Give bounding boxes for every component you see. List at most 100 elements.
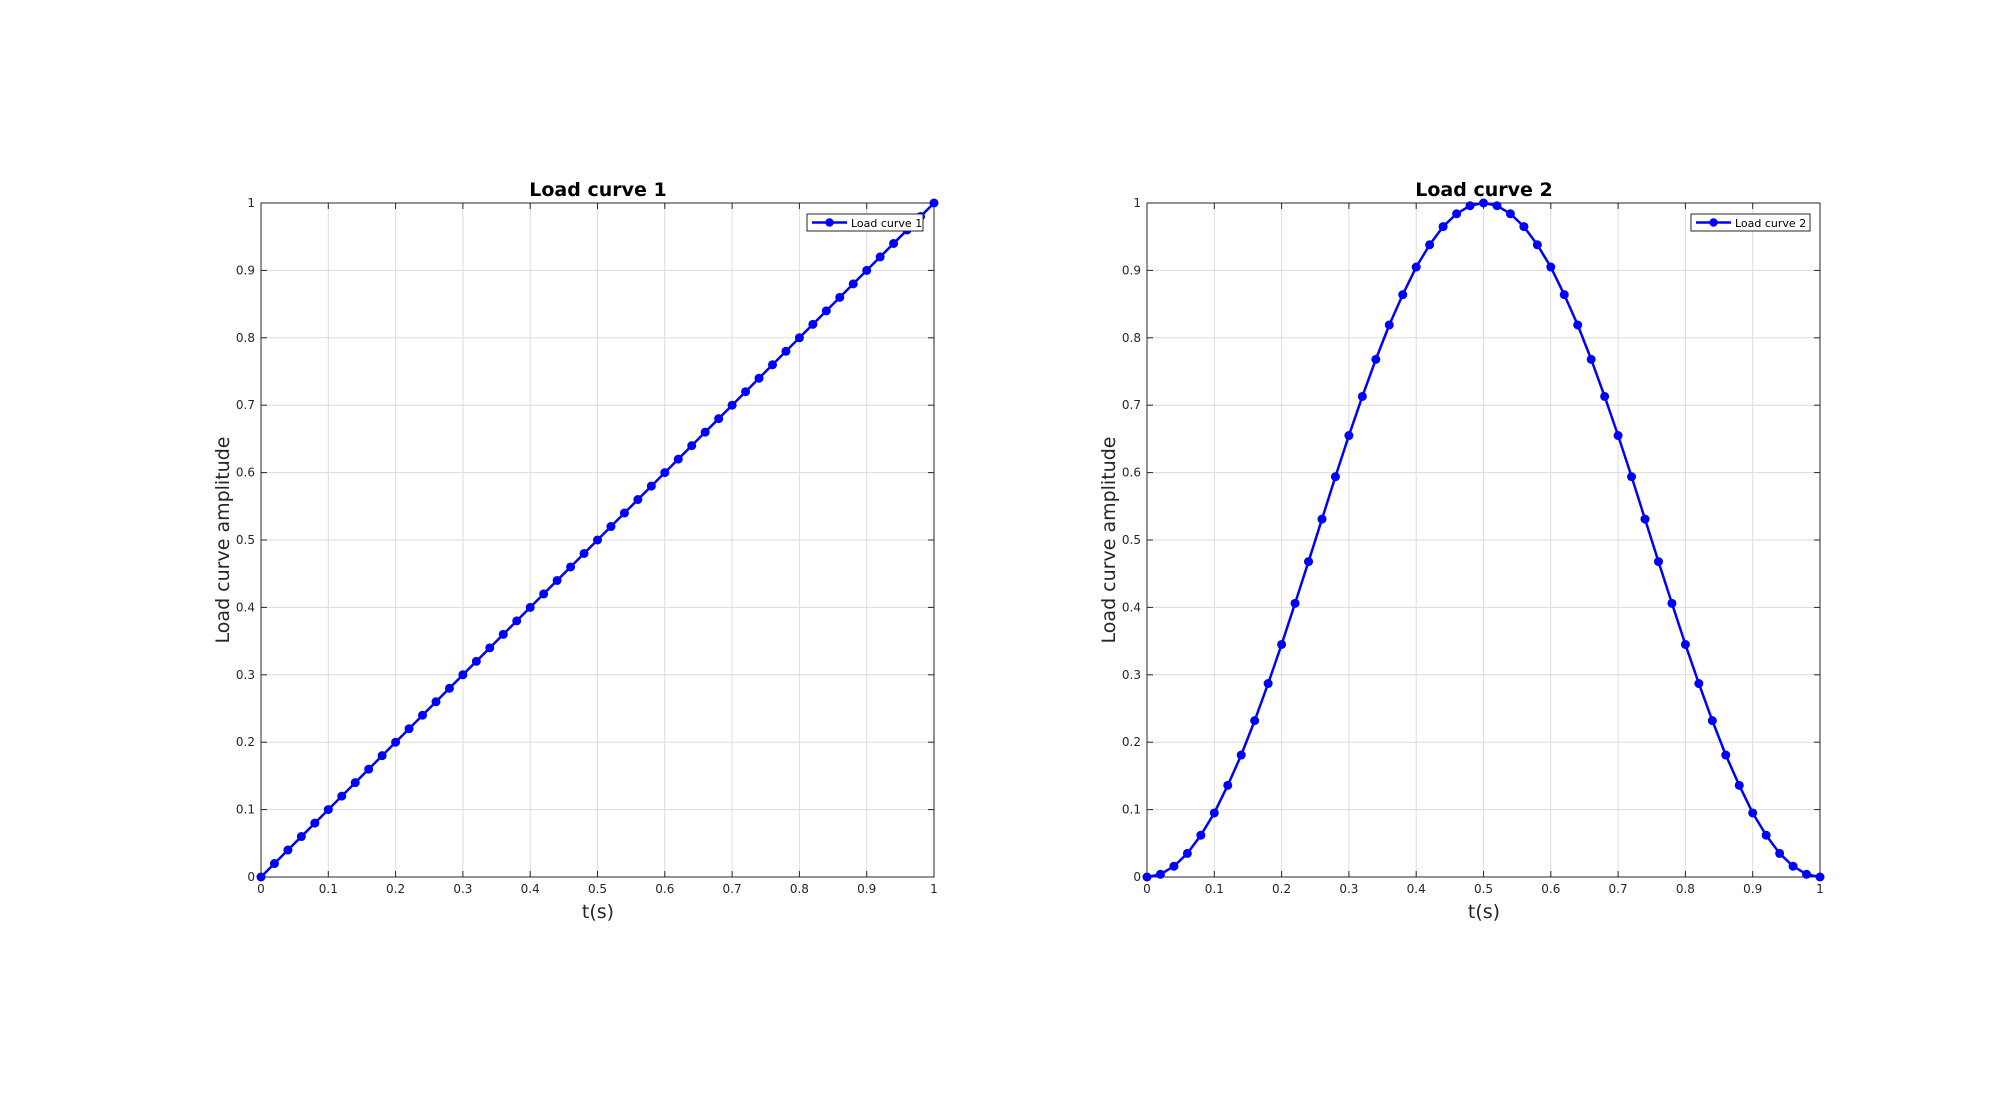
data-point bbox=[377, 751, 387, 761]
data-point bbox=[1357, 391, 1367, 401]
data-point bbox=[1196, 830, 1206, 840]
data-point bbox=[1317, 514, 1327, 524]
data-point bbox=[606, 522, 616, 532]
data-point bbox=[889, 238, 899, 248]
y-tick-label: 1 bbox=[1133, 196, 1141, 210]
x-tick-label: 0.9 bbox=[1743, 882, 1762, 896]
data-point bbox=[1788, 861, 1798, 871]
y-tick-label: 0.8 bbox=[1122, 331, 1141, 345]
data-point bbox=[444, 683, 454, 693]
data-point bbox=[1411, 262, 1421, 272]
data-point bbox=[619, 508, 629, 518]
data-point bbox=[1640, 514, 1650, 524]
x-tick-label: 0 bbox=[1143, 882, 1151, 896]
data-point bbox=[1398, 290, 1408, 300]
data-point bbox=[660, 468, 670, 478]
y-tick-label: 0.4 bbox=[236, 600, 255, 614]
data-point bbox=[727, 400, 737, 410]
y-tick-label: 0.7 bbox=[1122, 398, 1141, 412]
data-point bbox=[1505, 209, 1515, 219]
x-tick-label: 0.4 bbox=[521, 882, 540, 896]
y-tick-label: 0.8 bbox=[236, 331, 255, 345]
data-point bbox=[673, 454, 683, 464]
data-point bbox=[1438, 222, 1448, 232]
grid bbox=[1146, 202, 1821, 878]
y-tick-label: 0.4 bbox=[1122, 600, 1141, 614]
data-point bbox=[1573, 320, 1583, 330]
legend-marker-swatch bbox=[825, 218, 834, 227]
data-point bbox=[1653, 557, 1663, 567]
data-point bbox=[391, 737, 401, 747]
data-point bbox=[418, 710, 428, 720]
x-tick-label: 0.9 bbox=[857, 882, 876, 896]
data-point bbox=[767, 360, 777, 370]
data-point bbox=[687, 441, 697, 451]
x-tick-label: 0 bbox=[257, 882, 265, 896]
x-tick-label: 0.4 bbox=[1407, 882, 1426, 896]
data-point bbox=[323, 805, 333, 815]
data-point bbox=[337, 791, 347, 801]
y-tick-label: 0.1 bbox=[236, 803, 255, 817]
data-point bbox=[1775, 848, 1785, 858]
data-point bbox=[1519, 222, 1529, 232]
data-point bbox=[539, 589, 549, 599]
data-point bbox=[794, 333, 804, 343]
x-tick-label: 0.6 bbox=[1541, 882, 1560, 896]
y-tick-label: 0.3 bbox=[236, 668, 255, 682]
data-point bbox=[1452, 209, 1462, 219]
data-point bbox=[754, 373, 764, 383]
y-tick-label: 0 bbox=[247, 870, 255, 884]
x-tick-label: 0.6 bbox=[655, 882, 674, 896]
x-tick-label: 0.7 bbox=[1609, 882, 1628, 896]
x-tick-label: 0.5 bbox=[588, 882, 607, 896]
x-axis-label: t(s) bbox=[582, 901, 614, 923]
data-point bbox=[1694, 679, 1704, 689]
x-tick-label: 0.3 bbox=[1339, 882, 1358, 896]
data-point bbox=[579, 548, 589, 558]
data-point bbox=[1384, 320, 1394, 330]
x-tick-label: 0.2 bbox=[386, 882, 405, 896]
data-point bbox=[1330, 472, 1340, 482]
data-point bbox=[875, 252, 885, 262]
data-point bbox=[296, 832, 306, 842]
legend-label: Load curve 2 bbox=[1735, 217, 1806, 230]
chart-title: Load curve 1 bbox=[529, 179, 666, 201]
y-tick-label: 0.5 bbox=[236, 533, 255, 547]
legend: Load curve 1 bbox=[806, 213, 924, 232]
y-tick-label: 0.9 bbox=[1122, 263, 1141, 277]
data-point bbox=[1546, 262, 1556, 272]
data-point bbox=[1425, 240, 1435, 250]
data-point bbox=[646, 481, 656, 491]
data-point bbox=[364, 764, 374, 774]
data-point bbox=[593, 535, 602, 545]
data-point bbox=[1680, 639, 1690, 649]
data-point bbox=[431, 697, 441, 707]
y-tick-label: 0.5 bbox=[1122, 533, 1141, 547]
data-point bbox=[741, 387, 751, 397]
data-point bbox=[1761, 830, 1771, 840]
data-point bbox=[1465, 201, 1475, 211]
y-axis-label: Load curve amplitude bbox=[212, 437, 234, 644]
data-point bbox=[1667, 598, 1677, 608]
data-point bbox=[1182, 848, 1192, 858]
data-point bbox=[1277, 639, 1287, 649]
data-point bbox=[498, 629, 508, 639]
data-point bbox=[1479, 198, 1488, 208]
chart-load-curve-1: Load curve 1 0 0.1 0.2 0.3 0.4 0.5 0.6 0.7 0.8 0.… bbox=[212, 179, 939, 923]
data-point bbox=[1169, 861, 1179, 871]
data-point bbox=[1250, 716, 1260, 726]
data-point bbox=[808, 319, 818, 329]
y-tick-label: 0.6 bbox=[236, 466, 255, 480]
data-point bbox=[1142, 872, 1152, 882]
data-point bbox=[269, 859, 279, 869]
data-point bbox=[310, 818, 320, 828]
data-point bbox=[1734, 780, 1744, 790]
data-point bbox=[1532, 240, 1542, 250]
x-tick-label: 1 bbox=[1816, 882, 1824, 896]
x-tick-label: 0.2 bbox=[1272, 882, 1291, 896]
legend-box bbox=[1690, 213, 1811, 232]
data-point bbox=[256, 872, 266, 882]
data-point bbox=[1209, 808, 1219, 818]
x-tick-label: 0.8 bbox=[790, 882, 809, 896]
